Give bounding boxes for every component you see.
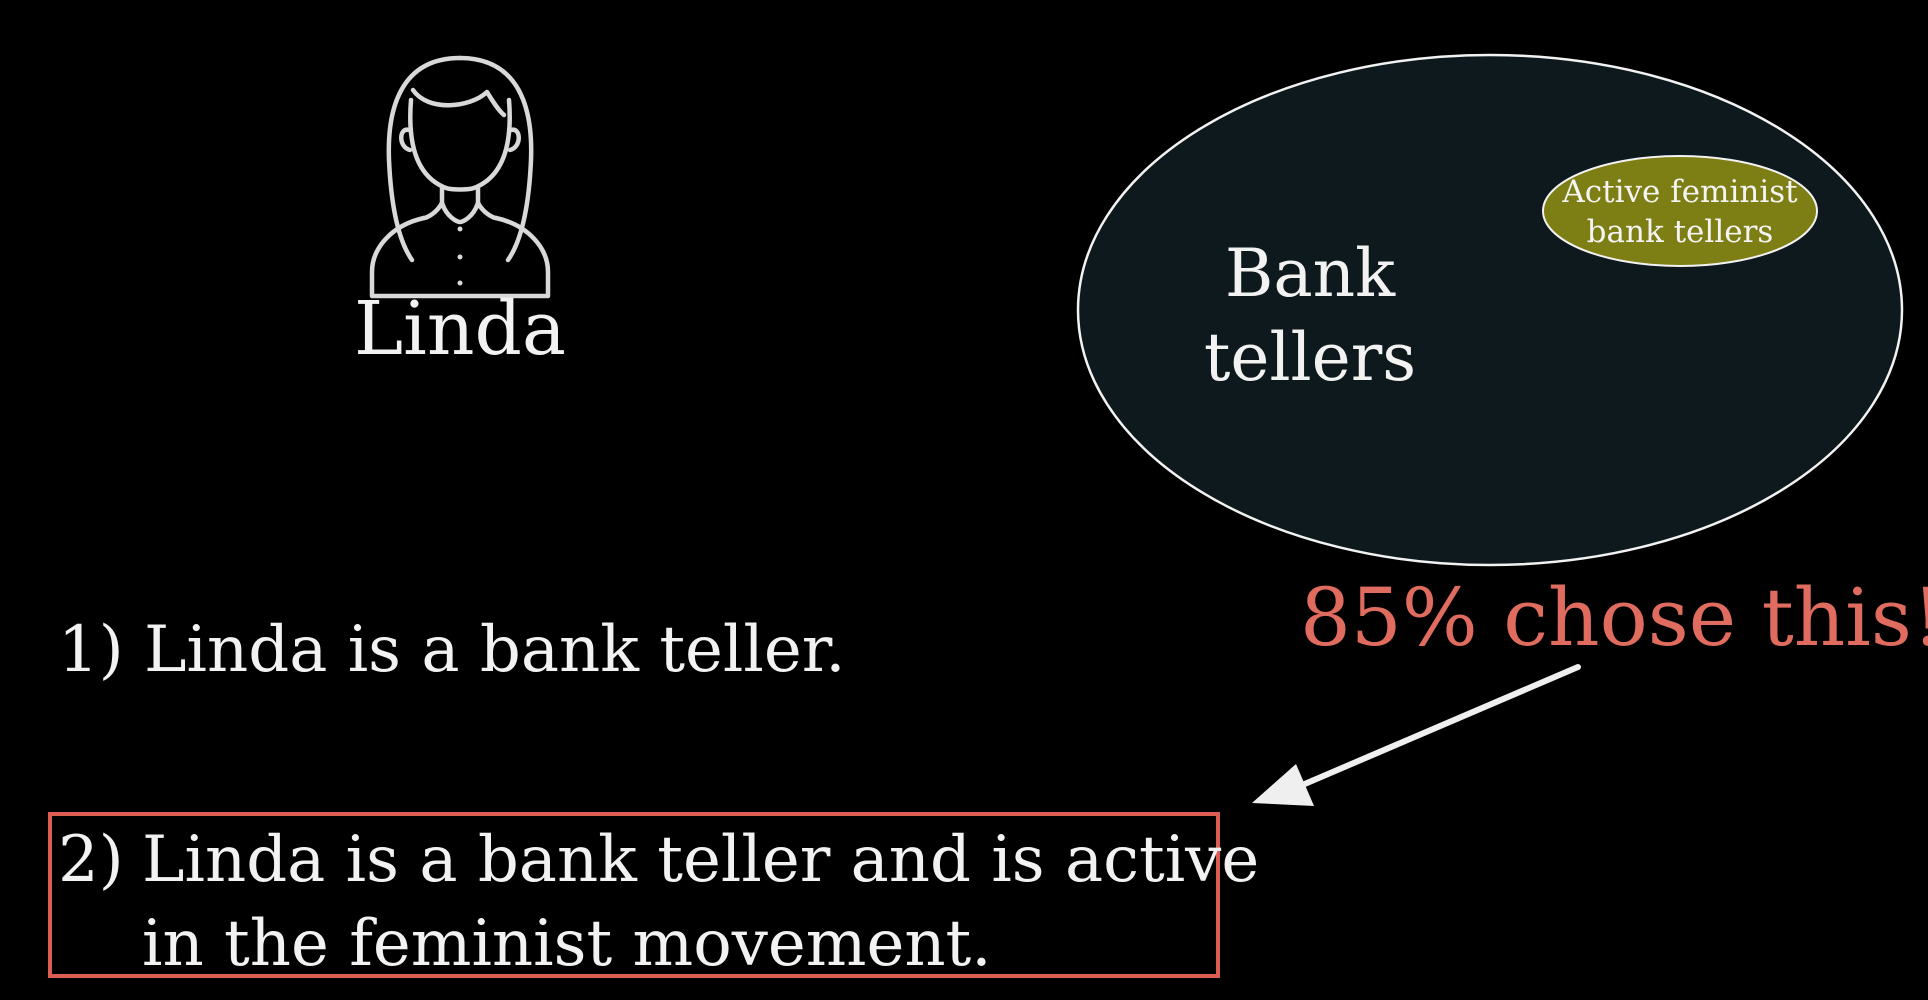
feminist-bank-tellers-subset	[1542, 155, 1818, 267]
option-2-line2: in the feminist movement.	[142, 907, 992, 981]
option-1-number: 1)	[58, 613, 124, 687]
feminist-bank-tellers-label-line2: bank tellers	[1586, 214, 1774, 250]
person-name: Linda	[354, 286, 566, 372]
percentage-callout: 85% chose this!	[1300, 571, 1928, 664]
bank-tellers-label-line1: Bank	[1224, 235, 1396, 312]
feminist-bank-tellers-label: Active feminist bank tellers	[1542, 172, 1818, 252]
option-2: 2) Linda is a bank teller and is active …	[58, 818, 1259, 986]
option-2-number: 2)	[58, 823, 124, 897]
feminist-bank-tellers-label-line1: Active feminist	[1562, 174, 1798, 210]
option-2-line1: Linda is a bank teller and is active	[142, 823, 1260, 897]
highlight-box	[48, 812, 1220, 978]
bank-tellers-label-line2: tellers	[1203, 319, 1417, 396]
woman-avatar-icon	[369, 55, 551, 299]
option-1-text: Linda is a bank teller.	[144, 613, 846, 687]
option-2-text: Linda is a bank teller and is active in …	[142, 818, 1259, 986]
bank-tellers-label: Bank tellers	[1160, 232, 1460, 400]
callout-arrow	[1252, 664, 1581, 806]
option-1: 1) Linda is a bank teller.	[58, 608, 846, 692]
